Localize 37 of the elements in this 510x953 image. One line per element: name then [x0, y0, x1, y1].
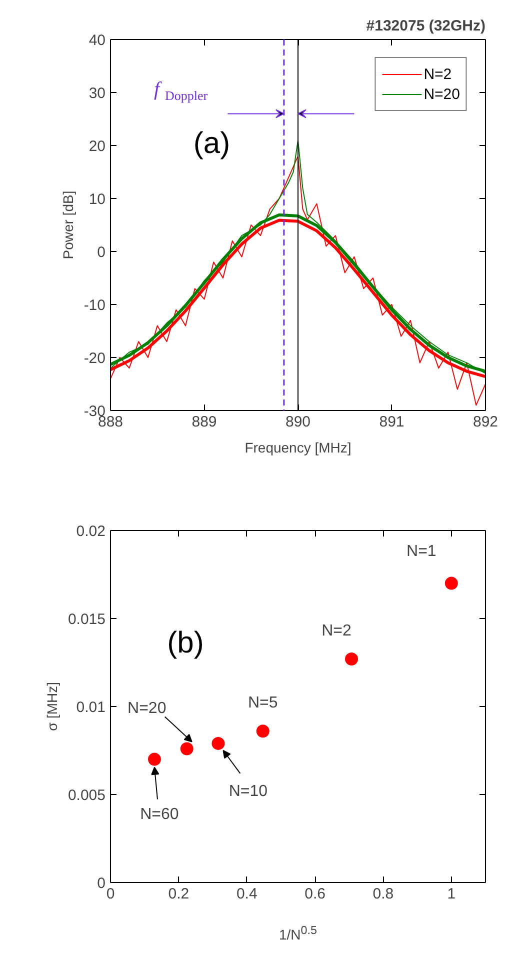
x-tick-label: 891: [379, 414, 404, 430]
annotation: (b): [167, 626, 204, 660]
y-tick-label: 40: [88, 32, 106, 49]
x-axis-title: Frequency [MHz]: [244, 440, 352, 456]
x-tick-label: 0.4: [236, 886, 258, 902]
annotation: N=60: [140, 806, 179, 823]
annotation: N=10: [228, 782, 268, 800]
y-tick-label: 0: [97, 875, 106, 892]
x-axis-title: 1/N$^{0.5}$: [279, 923, 318, 945]
chart-title: #132075 (32GHz): [366, 18, 486, 34]
y-tick-label: 0: [97, 244, 106, 261]
y-tick-label: -20: [84, 350, 106, 367]
y-axis-title: Power [dB]: [60, 190, 76, 260]
x-tick-label: 892: [472, 414, 498, 430]
x-tick-label: 1: [447, 886, 456, 902]
y-tick-label: 20: [88, 138, 106, 155]
y-tick-label: 0.01: [76, 699, 106, 716]
y-tick-label: 0.015: [68, 611, 106, 628]
annotation: N=1: [406, 542, 436, 560]
annotation: (a): [193, 126, 230, 160]
y-axis-title: σ [MHz]: [44, 682, 60, 732]
y-tick-label: 0.005: [68, 787, 106, 804]
annotation: N=20: [128, 700, 166, 718]
y-tick-label: 30: [88, 85, 106, 102]
x-tick-label: 0.2: [168, 886, 190, 902]
x-tick-label: 0.8: [372, 886, 394, 902]
x-tick-label: 889: [192, 414, 217, 430]
annotation: N=2: [322, 622, 352, 640]
x-tick-label: 0.6: [304, 886, 326, 902]
annotation: fDoppler: [154, 78, 208, 104]
legend-label: N=20: [424, 86, 460, 102]
y-tick-label: 0.02: [76, 523, 106, 540]
annotation: N=5: [248, 694, 278, 712]
x-tick-label: 890: [285, 414, 311, 430]
legend-label: N=2: [424, 66, 452, 82]
y-tick-label: -10: [84, 297, 106, 314]
y-tick-label: 10: [88, 191, 106, 208]
